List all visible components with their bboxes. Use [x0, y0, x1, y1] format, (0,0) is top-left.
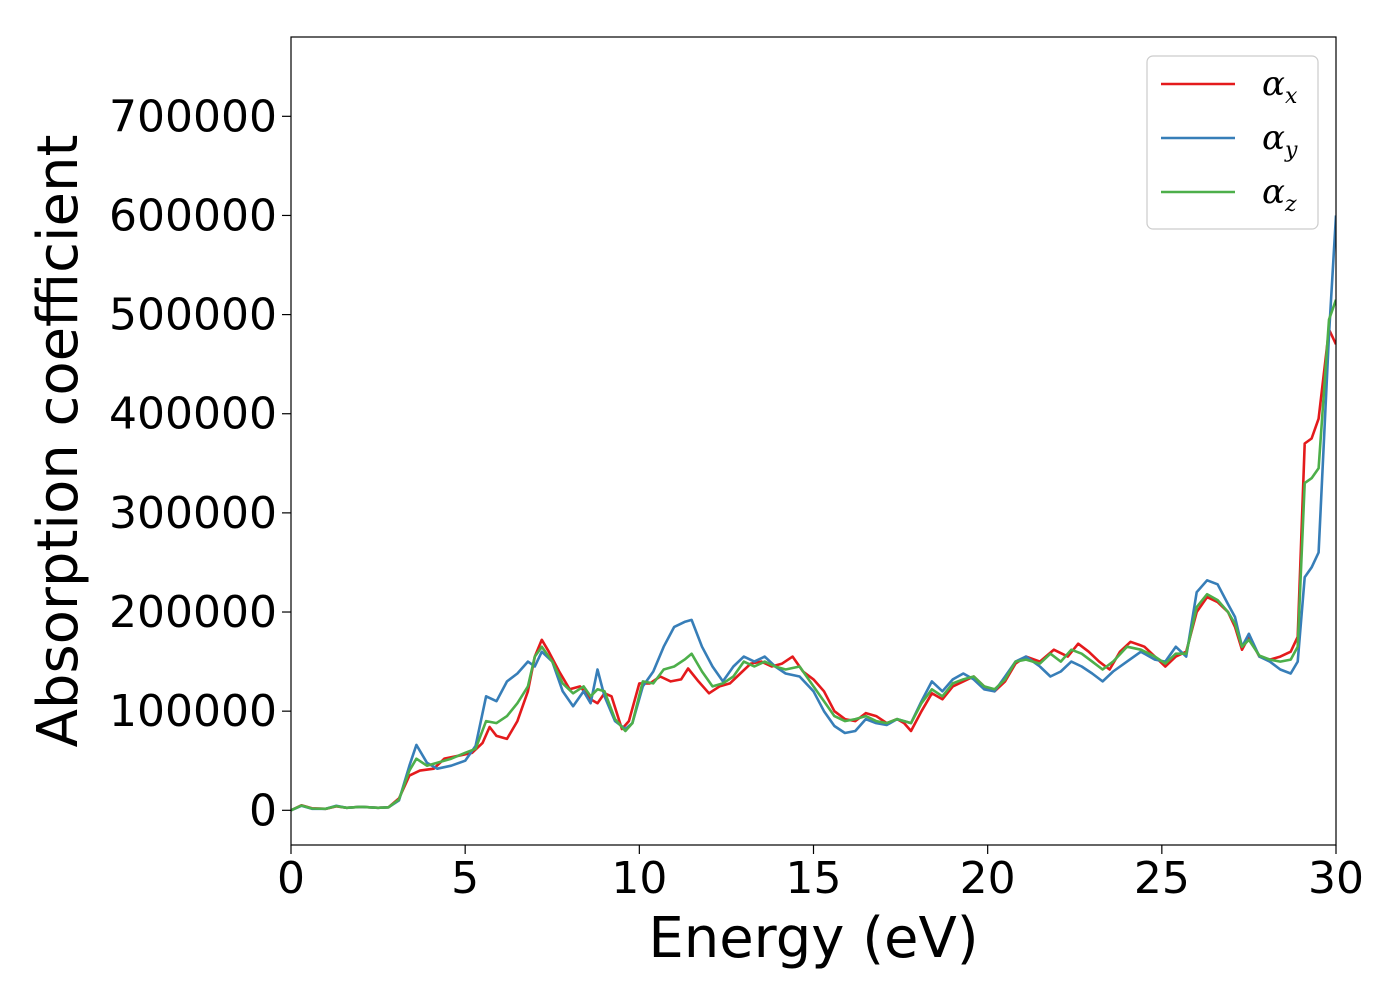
y-axis: 0 100000 200000 300000 400000 500000 600000 700…: [109, 91, 291, 836]
x-tick-label: 30: [1308, 853, 1364, 904]
legend: αx αy αz: [1146, 55, 1319, 230]
series-layer: [291, 215, 1336, 812]
x-axis: 0 5 10 15 20 25 30: [277, 845, 1364, 904]
legend-label-x: αx: [1262, 64, 1298, 109]
y-tick-label: 600000: [109, 190, 277, 241]
y-tick-label: 400000: [109, 389, 277, 440]
x-tick-label: 25: [1134, 853, 1190, 904]
y-tick-label: 500000: [109, 290, 277, 341]
y-axis-title: Absorption coefficient: [26, 135, 91, 748]
legend-box: [1146, 55, 1319, 230]
x-tick-label: 5: [451, 853, 479, 904]
x-axis-title: Energy (eV): [648, 906, 978, 971]
y-tick-label: 0: [249, 785, 277, 836]
x-tick-label: 0: [277, 853, 305, 904]
series-line-y: [291, 215, 1336, 812]
y-tick-label: 200000: [109, 587, 277, 638]
series-line-x: [291, 328, 1336, 812]
y-tick-label: 700000: [109, 91, 277, 142]
series-line-z: [291, 299, 1336, 812]
y-tick-label: 100000: [109, 686, 277, 737]
y-tick-label: 300000: [109, 488, 277, 539]
legend-label-z: αz: [1262, 172, 1297, 217]
x-tick-label: 10: [611, 853, 667, 904]
legend-label-y: αy: [1262, 118, 1298, 163]
x-tick-label: 20: [960, 853, 1016, 904]
x-tick-label: 15: [786, 853, 842, 904]
